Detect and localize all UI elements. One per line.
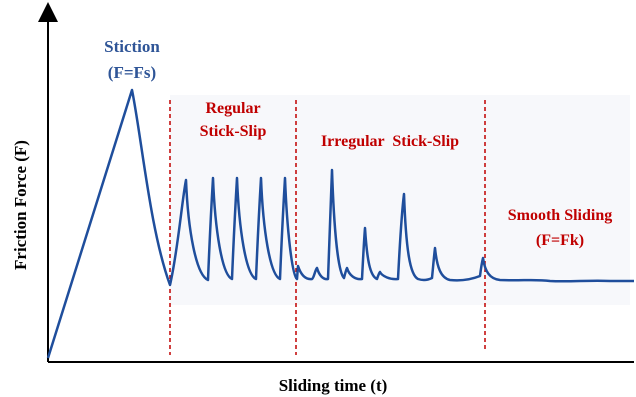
label-regular-line1: Regular — [205, 100, 260, 117]
y-axis-title: Friction Force (F) — [11, 140, 30, 270]
label-regular-line2: Stick-Slip — [200, 123, 267, 140]
background-band — [170, 95, 630, 305]
friction-curve — [46, 88, 634, 359]
label-smooth-line1: Smooth Sliding — [508, 207, 612, 224]
label-stiction-line2: (F=Fs) — [108, 63, 156, 82]
label-stiction-line1: Stiction — [104, 37, 160, 56]
label-smooth-line2: (F=Fk) — [536, 232, 584, 249]
x-axis-title: Sliding time (t) — [279, 376, 388, 395]
label-irregular: Irregular Stick-Slip — [321, 133, 459, 150]
